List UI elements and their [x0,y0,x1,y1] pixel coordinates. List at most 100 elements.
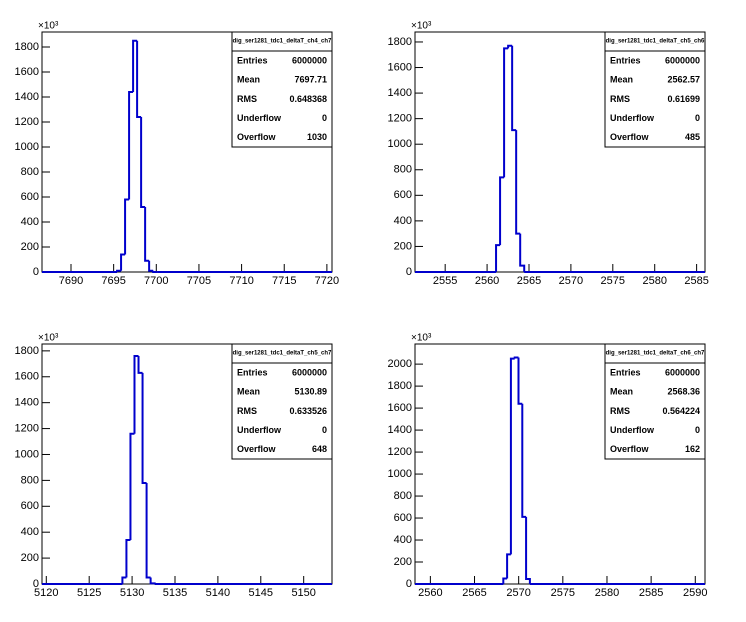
x-tick-label: 5135 [163,587,187,599]
y-tick-label: 1200 [15,422,39,434]
histogram-bin [137,356,143,374]
stats-title: dig_ser1281_tdc1_deltaT_ch5_ch7 [233,351,332,357]
x-tick-label: 7700 [144,275,168,287]
histogram-bin [128,91,134,200]
x-tick-label: 5120 [34,587,58,599]
y-tick-label: 1000 [15,448,39,460]
x-tick-label: 2575 [601,275,625,287]
x-tick-label: 2580 [642,275,666,287]
stats-value: 6000000 [292,55,327,65]
histogram-bin [507,44,513,49]
stats-value: 7697.71 [294,75,327,85]
histogram-bin [515,130,521,235]
stats-value: 6000000 [292,367,327,377]
stats-value: 6000000 [665,55,700,65]
y-tick-label: 0 [33,266,39,278]
histogram-bin [116,269,122,272]
stats-title: dig_ser1281_tdc1_deltaT_ch5_ch6 [606,39,705,45]
x-tick-label: 5145 [249,587,273,599]
y-tick-label: 1200 [15,116,39,128]
stats-label: RMS [237,94,257,104]
stats-label: Underflow [610,425,655,435]
histogram-bin [148,260,154,272]
histogram-bin [124,198,130,255]
stats-label: Entries [237,55,268,65]
stats-box [604,343,706,460]
histogram-bin [502,577,508,584]
histogram-bin [525,516,531,584]
y-tick-label: 1800 [388,380,412,392]
histogram-bin [521,403,527,518]
x-tick-label: 2585 [639,587,663,599]
stats-value: 648 [312,444,327,454]
y-tick-label: 600 [394,512,412,524]
histogram-bin [120,253,126,271]
stats-value: 1030 [307,132,327,142]
stats-label: Overflow [610,132,650,142]
histogram-bin [133,355,139,434]
y-tick-label: 800 [21,166,39,178]
histogram-bin [519,233,526,272]
stats-value: 0 [322,113,327,123]
histogram-bin [145,482,151,579]
y-tick-label: 400 [21,216,39,228]
stats-label: Mean [610,387,633,397]
y-tick-label: 800 [21,474,39,486]
x-tick-label: 5125 [77,587,101,599]
y-tick-label: 1600 [388,402,412,414]
stats-value: 6000000 [665,367,700,377]
histogram-bin [129,432,135,540]
x-tick-label: 7690 [59,275,83,287]
stats-title: dig_ser1281_tdc1_deltaT_ch6_ch7 [606,351,705,357]
x-tick-label: 7715 [272,275,296,287]
histogram-bin [517,357,523,405]
stats-value: 0.648368 [289,94,327,104]
stats-title: dig_ser1281_tdc1_deltaT_ch4_ch7 [233,39,332,45]
histogram-bin [152,270,158,273]
y-tick-label: 200 [21,241,39,253]
stats-box [604,31,706,148]
histogram-bin [503,47,509,178]
histogram-bin [132,39,138,92]
stats-label: Overflow [237,132,277,142]
stats-label: Overflow [237,444,277,454]
x-tick-label: 2580 [595,587,619,599]
y-multiplier: ×10³ [411,333,432,344]
y-tick-label: 0 [406,266,412,278]
y-tick-label: 800 [394,490,412,502]
stats-label: Mean [237,387,260,397]
y-tick-label: 200 [21,552,39,564]
x-tick-label: 7710 [229,275,253,287]
stats-label: RMS [610,94,630,104]
x-tick-label: 2565 [517,275,541,287]
stats-value: 0.61699 [667,94,700,104]
x-tick-label: 5130 [120,587,144,599]
stats-value: 162 [685,444,700,454]
x-tick-label: 2570 [559,275,583,287]
x-tick-label: 5150 [291,587,315,599]
histogram-bin [125,538,131,578]
x-tick-label: 2555 [433,275,457,287]
y-tick-label: 1800 [15,345,39,357]
stats-box [231,31,333,148]
y-tick-label: 400 [394,215,412,227]
histogram-bin [499,176,505,246]
y-multiplier: ×10³ [411,21,432,32]
x-tick-label: 2570 [506,587,530,599]
y-tick-label: 1000 [388,138,412,150]
y-tick-label: 2000 [388,358,412,370]
x-tick-label: 2590 [683,587,707,599]
y-tick-label: 1400 [388,87,412,99]
histogram-bin [141,372,147,484]
y-tick-label: 1400 [15,91,39,103]
y-tick-label: 1000 [15,141,39,153]
histogram-bin [136,40,142,118]
y-tick-label: 1600 [388,61,412,73]
y-tick-label: 1400 [388,424,412,436]
x-tick-label: 7720 [315,275,339,287]
y-tick-label: 1600 [15,66,39,78]
y-tick-label: 800 [394,164,412,176]
histogram-bin [506,553,511,579]
